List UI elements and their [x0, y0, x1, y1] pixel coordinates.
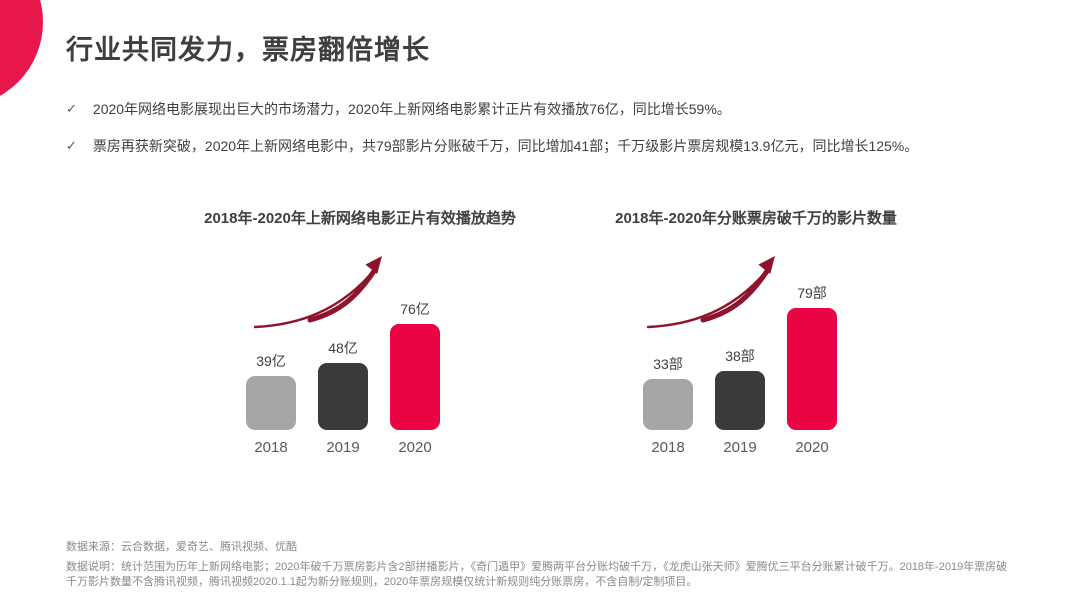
bar-group: 39亿 2018	[246, 353, 296, 456]
category-label: 2020	[795, 439, 829, 456]
chart-title-film-count: 2018年-2020年分账票房破千万的影片数量	[615, 210, 897, 227]
bar-value-label: 48亿	[328, 340, 358, 356]
bullet-item: ✓ 票房再获新突破，2020年上新网络电影中，共79部影片分账破千万，同比增加4…	[66, 137, 918, 155]
bar-chart-film-count: 33部 2018 38部 2019 79部 2020	[643, 285, 837, 456]
growth-arrow-icon	[253, 256, 382, 329]
bar-group: 79部 2020	[787, 285, 837, 456]
bar-group: 76亿 2020	[390, 301, 440, 456]
bar	[390, 324, 440, 430]
category-label: 2019	[723, 439, 757, 456]
data-source-note: 数据来源：云合数据，爱奇艺、腾讯视频、优酷	[66, 541, 297, 553]
bar-value-label: 79部	[797, 285, 827, 301]
bar	[246, 376, 296, 430]
chart-title-playback-trend: 2018年-2020年上新网络电影正片有效播放趋势	[204, 210, 516, 227]
data-description-note: 数据说明：统计范围为历年上新网络电影；2020年破千万票房影片含2部拼播影片，《…	[66, 561, 1008, 588]
check-icon: ✓	[66, 138, 77, 153]
bar	[787, 308, 837, 430]
bar-group: 38部 2019	[715, 348, 765, 456]
growth-arrow-icon	[646, 256, 775, 329]
category-label: 2018	[651, 439, 685, 456]
brand-circle-decoration	[0, 0, 43, 107]
category-label: 2018	[254, 439, 288, 456]
bullet-item: ✓ 2020年网络电影展现出巨大的市场潜力，2020年上新网络电影累计正片有效播…	[66, 100, 918, 118]
bar-value-label: 38部	[725, 348, 755, 364]
bar	[715, 371, 765, 430]
page-title: 行业共同发力，票房翻倍增长	[66, 35, 430, 65]
bar-value-label: 76亿	[400, 301, 430, 317]
bar	[643, 379, 693, 430]
bar-chart-playback-trend: 39亿 2018 48亿 2019 76亿 2020	[246, 301, 440, 456]
bullet-text: 2020年网络电影展现出巨大的市场潜力，2020年上新网络电影累计正片有效播放7…	[92, 101, 731, 117]
check-icon: ✓	[66, 101, 77, 116]
bar-group: 33部 2018	[643, 356, 693, 456]
category-label: 2020	[398, 439, 432, 456]
bar	[318, 363, 368, 430]
bar-value-label: 33部	[653, 356, 683, 372]
bar-group: 48亿 2019	[318, 340, 368, 456]
category-label: 2019	[326, 439, 360, 456]
bullet-text: 票房再获新突破，2020年上新网络电影中，共79部影片分账破千万，同比增加41部…	[92, 138, 919, 154]
summary-bullets: ✓ 2020年网络电影展现出巨大的市场潜力，2020年上新网络电影累计正片有效播…	[66, 100, 918, 174]
bar-value-label: 39亿	[256, 353, 286, 369]
